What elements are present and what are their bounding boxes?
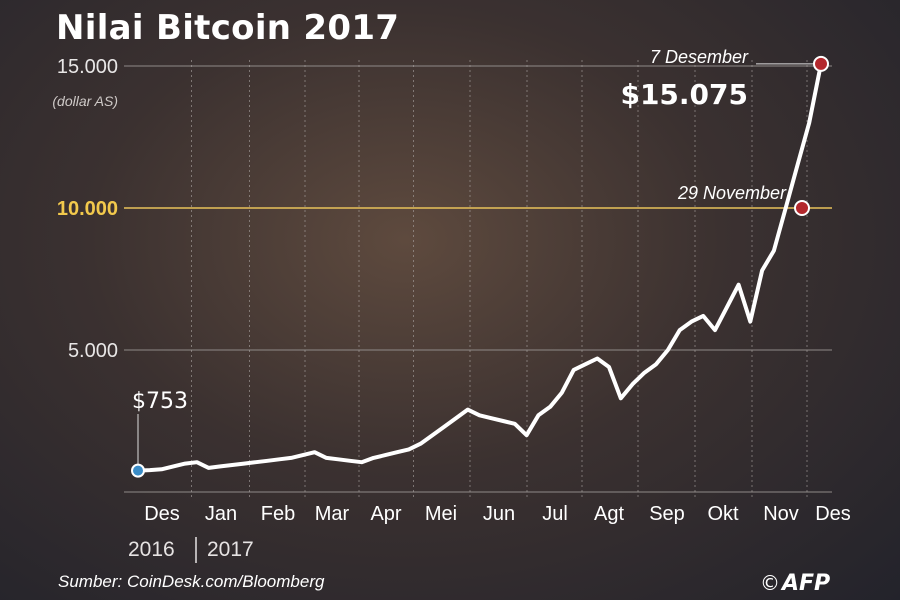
nov29-marker	[794, 200, 810, 216]
chart-title: Nilai Bitcoin 2017	[56, 8, 400, 48]
month-label-4: Apr	[370, 503, 401, 525]
month-label-9: Sep	[649, 503, 685, 525]
gridlines	[124, 60, 832, 498]
y-axis-ticks: 5.000 10.000 15.000	[57, 56, 118, 362]
month-label-5: Mei	[425, 503, 457, 525]
afp-logo: AFP	[780, 571, 830, 596]
markers	[131, 55, 829, 478]
year-label-2016: 2016	[128, 538, 175, 561]
y-tick-15000: 15.000	[57, 56, 118, 78]
series-line	[136, 61, 823, 473]
y-tick-10000: 10.000	[57, 198, 118, 220]
y-axis-unit: (dollar AS)	[52, 93, 118, 109]
copyright-symbol: ©	[760, 571, 780, 595]
x-axis-months: Des Jan Feb Mar Apr Mei Jun Jul Agt Sep Okt Nov Des	[144, 503, 851, 525]
y-tick-5000: 5.000	[68, 340, 118, 362]
annotation-7-desember: 7 Desember	[650, 47, 749, 67]
month-label-3: Mar	[315, 503, 350, 525]
year-label-2017: 2017	[207, 538, 254, 561]
annotation-29-november: 29 November	[677, 183, 787, 203]
month-label-12: Des	[815, 503, 851, 525]
month-label-8: Agt	[594, 503, 624, 525]
month-label-7: Jul	[542, 503, 568, 525]
month-label-6: Jun	[483, 503, 515, 525]
month-label-11: Nov	[763, 503, 799, 525]
month-label-2: Feb	[261, 503, 295, 525]
month-label-1: Jan	[205, 503, 237, 525]
start-marker	[131, 463, 145, 478]
annotation-final-value: $15.075	[620, 78, 748, 111]
source-text: Sumber: CoinDesk.com/Bloomberg	[58, 572, 325, 591]
month-label-10: Okt	[707, 503, 739, 525]
dec7-marker	[813, 55, 829, 72]
year-labels: 2016 2017	[128, 537, 254, 563]
month-label-0: Des	[144, 503, 180, 525]
start-value-label: $753	[132, 389, 188, 414]
annotations: $753 29 November 7 Desember $15.075	[132, 47, 820, 471]
